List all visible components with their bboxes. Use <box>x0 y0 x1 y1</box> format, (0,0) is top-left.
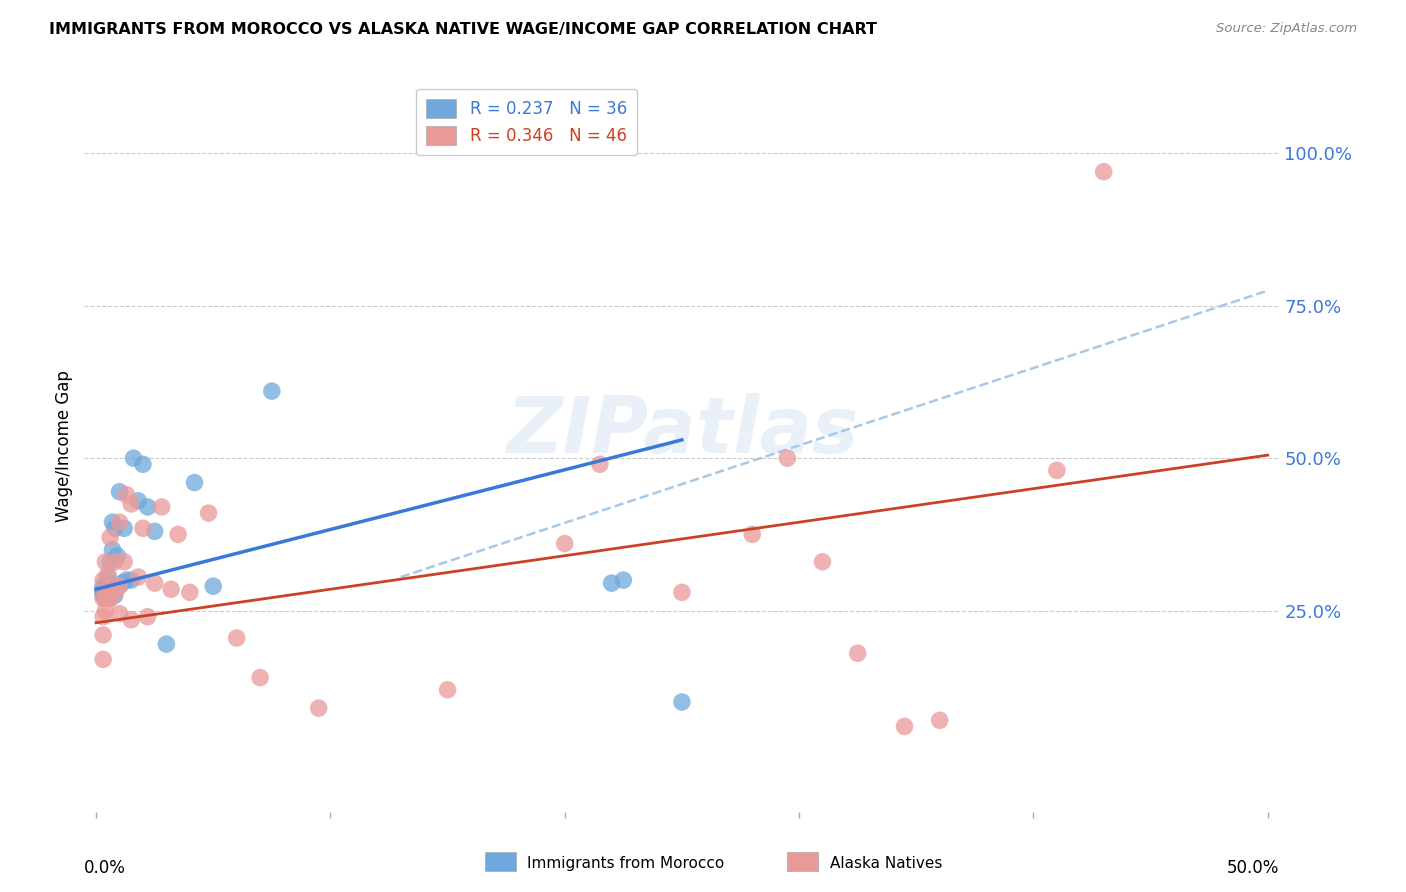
Point <box>112 521 135 535</box>
Point <box>94 604 117 618</box>
Point <box>554 536 576 550</box>
Point <box>108 515 131 529</box>
Text: ZIPatlas: ZIPatlas <box>506 393 858 469</box>
Point <box>108 607 131 621</box>
Point <box>105 549 128 563</box>
Point <box>846 646 869 660</box>
Point <box>111 576 134 591</box>
Point <box>811 555 834 569</box>
Point <box>893 719 915 733</box>
Y-axis label: Wage/Income Gap: Wage/Income Gap <box>55 370 73 522</box>
Point <box>120 613 142 627</box>
Point <box>150 500 173 514</box>
Point <box>94 588 117 602</box>
Point <box>91 609 114 624</box>
Point <box>127 494 149 508</box>
Text: IMMIGRANTS FROM MOROCCO VS ALASKA NATIVE WAGE/INCOME GAP CORRELATION CHART: IMMIGRANTS FROM MOROCCO VS ALASKA NATIVE… <box>49 22 877 37</box>
Text: Alaska Natives: Alaska Natives <box>830 856 942 871</box>
Point <box>1046 463 1069 477</box>
Point <box>98 555 121 569</box>
Point <box>91 652 114 666</box>
Point <box>160 582 183 597</box>
Point <box>91 585 114 599</box>
Point <box>197 506 219 520</box>
Point <box>97 588 120 602</box>
Point <box>94 591 117 606</box>
Point <box>179 585 201 599</box>
Point <box>94 585 117 599</box>
Point <box>1092 165 1115 179</box>
Point <box>97 585 120 599</box>
Point <box>136 500 159 514</box>
Point <box>167 527 190 541</box>
Point <box>108 484 131 499</box>
Point <box>202 579 225 593</box>
Point <box>94 591 117 606</box>
Point <box>104 585 127 599</box>
Point <box>225 631 247 645</box>
Point <box>127 570 149 584</box>
Point <box>120 573 142 587</box>
Text: Source: ZipAtlas.com: Source: ZipAtlas.com <box>1216 22 1357 36</box>
Point <box>97 576 120 591</box>
Point <box>104 588 127 602</box>
Point <box>91 591 114 606</box>
Point <box>741 527 763 541</box>
Point <box>612 573 634 587</box>
Point <box>132 458 155 472</box>
Legend: R = 0.237   N = 36, R = 0.346   N = 46: R = 0.237 N = 36, R = 0.346 N = 46 <box>416 88 637 155</box>
Point <box>91 628 114 642</box>
Text: Immigrants from Morocco: Immigrants from Morocco <box>527 856 724 871</box>
Point <box>132 521 155 535</box>
Point <box>91 582 114 597</box>
Point <box>143 524 166 539</box>
Point <box>108 579 131 593</box>
Point <box>260 384 283 399</box>
Point <box>143 576 166 591</box>
Point <box>600 576 623 591</box>
Point <box>91 573 114 587</box>
Point <box>98 591 121 606</box>
Point <box>776 451 799 466</box>
Point <box>589 458 612 472</box>
Point <box>98 591 121 606</box>
Point <box>97 591 120 606</box>
Point <box>91 579 114 593</box>
Point <box>122 451 145 466</box>
Point <box>101 515 124 529</box>
Point <box>115 488 138 502</box>
Point <box>115 573 138 587</box>
Point <box>91 588 114 602</box>
Point <box>183 475 205 490</box>
Point <box>97 567 120 582</box>
Point <box>104 521 127 535</box>
Point <box>120 497 142 511</box>
Point <box>97 570 120 584</box>
Point <box>98 530 121 544</box>
Point <box>928 714 950 728</box>
Point <box>249 671 271 685</box>
Point <box>94 591 117 606</box>
Text: 0.0%: 0.0% <box>84 859 127 877</box>
Point <box>671 695 693 709</box>
Point <box>436 682 458 697</box>
Text: 50.0%: 50.0% <box>1227 859 1279 877</box>
Point <box>104 555 127 569</box>
Point <box>94 555 117 569</box>
Point <box>671 585 693 599</box>
Point <box>101 542 124 557</box>
Point <box>308 701 330 715</box>
Point <box>91 585 114 599</box>
Point <box>112 555 135 569</box>
Point <box>136 609 159 624</box>
Point <box>155 637 177 651</box>
